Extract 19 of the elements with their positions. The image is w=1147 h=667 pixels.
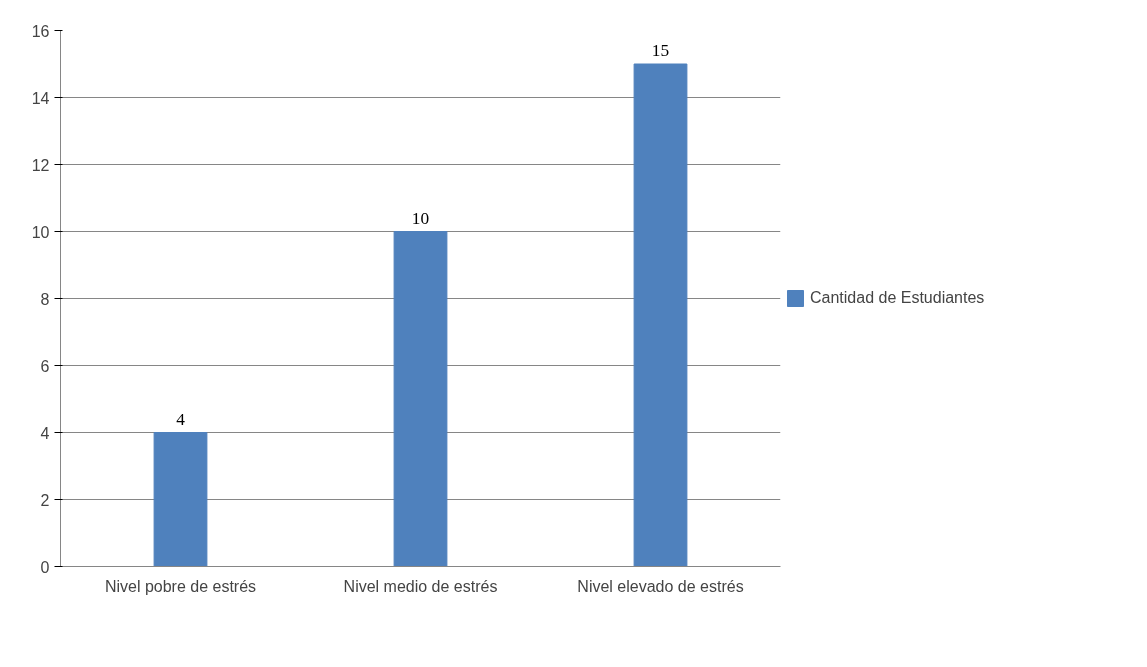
data-label: 10 xyxy=(411,208,430,228)
bar xyxy=(393,231,448,567)
y-tick-label: 16 xyxy=(31,22,50,40)
data-label: 15 xyxy=(651,41,670,60)
y-tick-label: 12 xyxy=(31,156,50,174)
data-label: 4 xyxy=(176,409,186,429)
y-tick-label: 0 xyxy=(40,558,50,576)
x-tick-label: Nivel medio de estrés xyxy=(343,577,498,595)
y-tick-label: 2 xyxy=(40,491,50,509)
y-tick-label: 10 xyxy=(31,223,50,241)
y-tick-label: 14 xyxy=(31,89,50,107)
y-tick-label: 8 xyxy=(40,290,50,308)
bar xyxy=(153,432,208,567)
x-tick-label: Nivel pobre de estrés xyxy=(104,577,257,595)
y-tick-label: 6 xyxy=(40,357,50,375)
x-tick-label: Nivel elevado de estrés xyxy=(577,577,744,595)
bar xyxy=(633,63,688,567)
legend-label: Cantidad de Estudiantes xyxy=(810,289,985,307)
y-tick-label: 4 xyxy=(40,424,50,442)
